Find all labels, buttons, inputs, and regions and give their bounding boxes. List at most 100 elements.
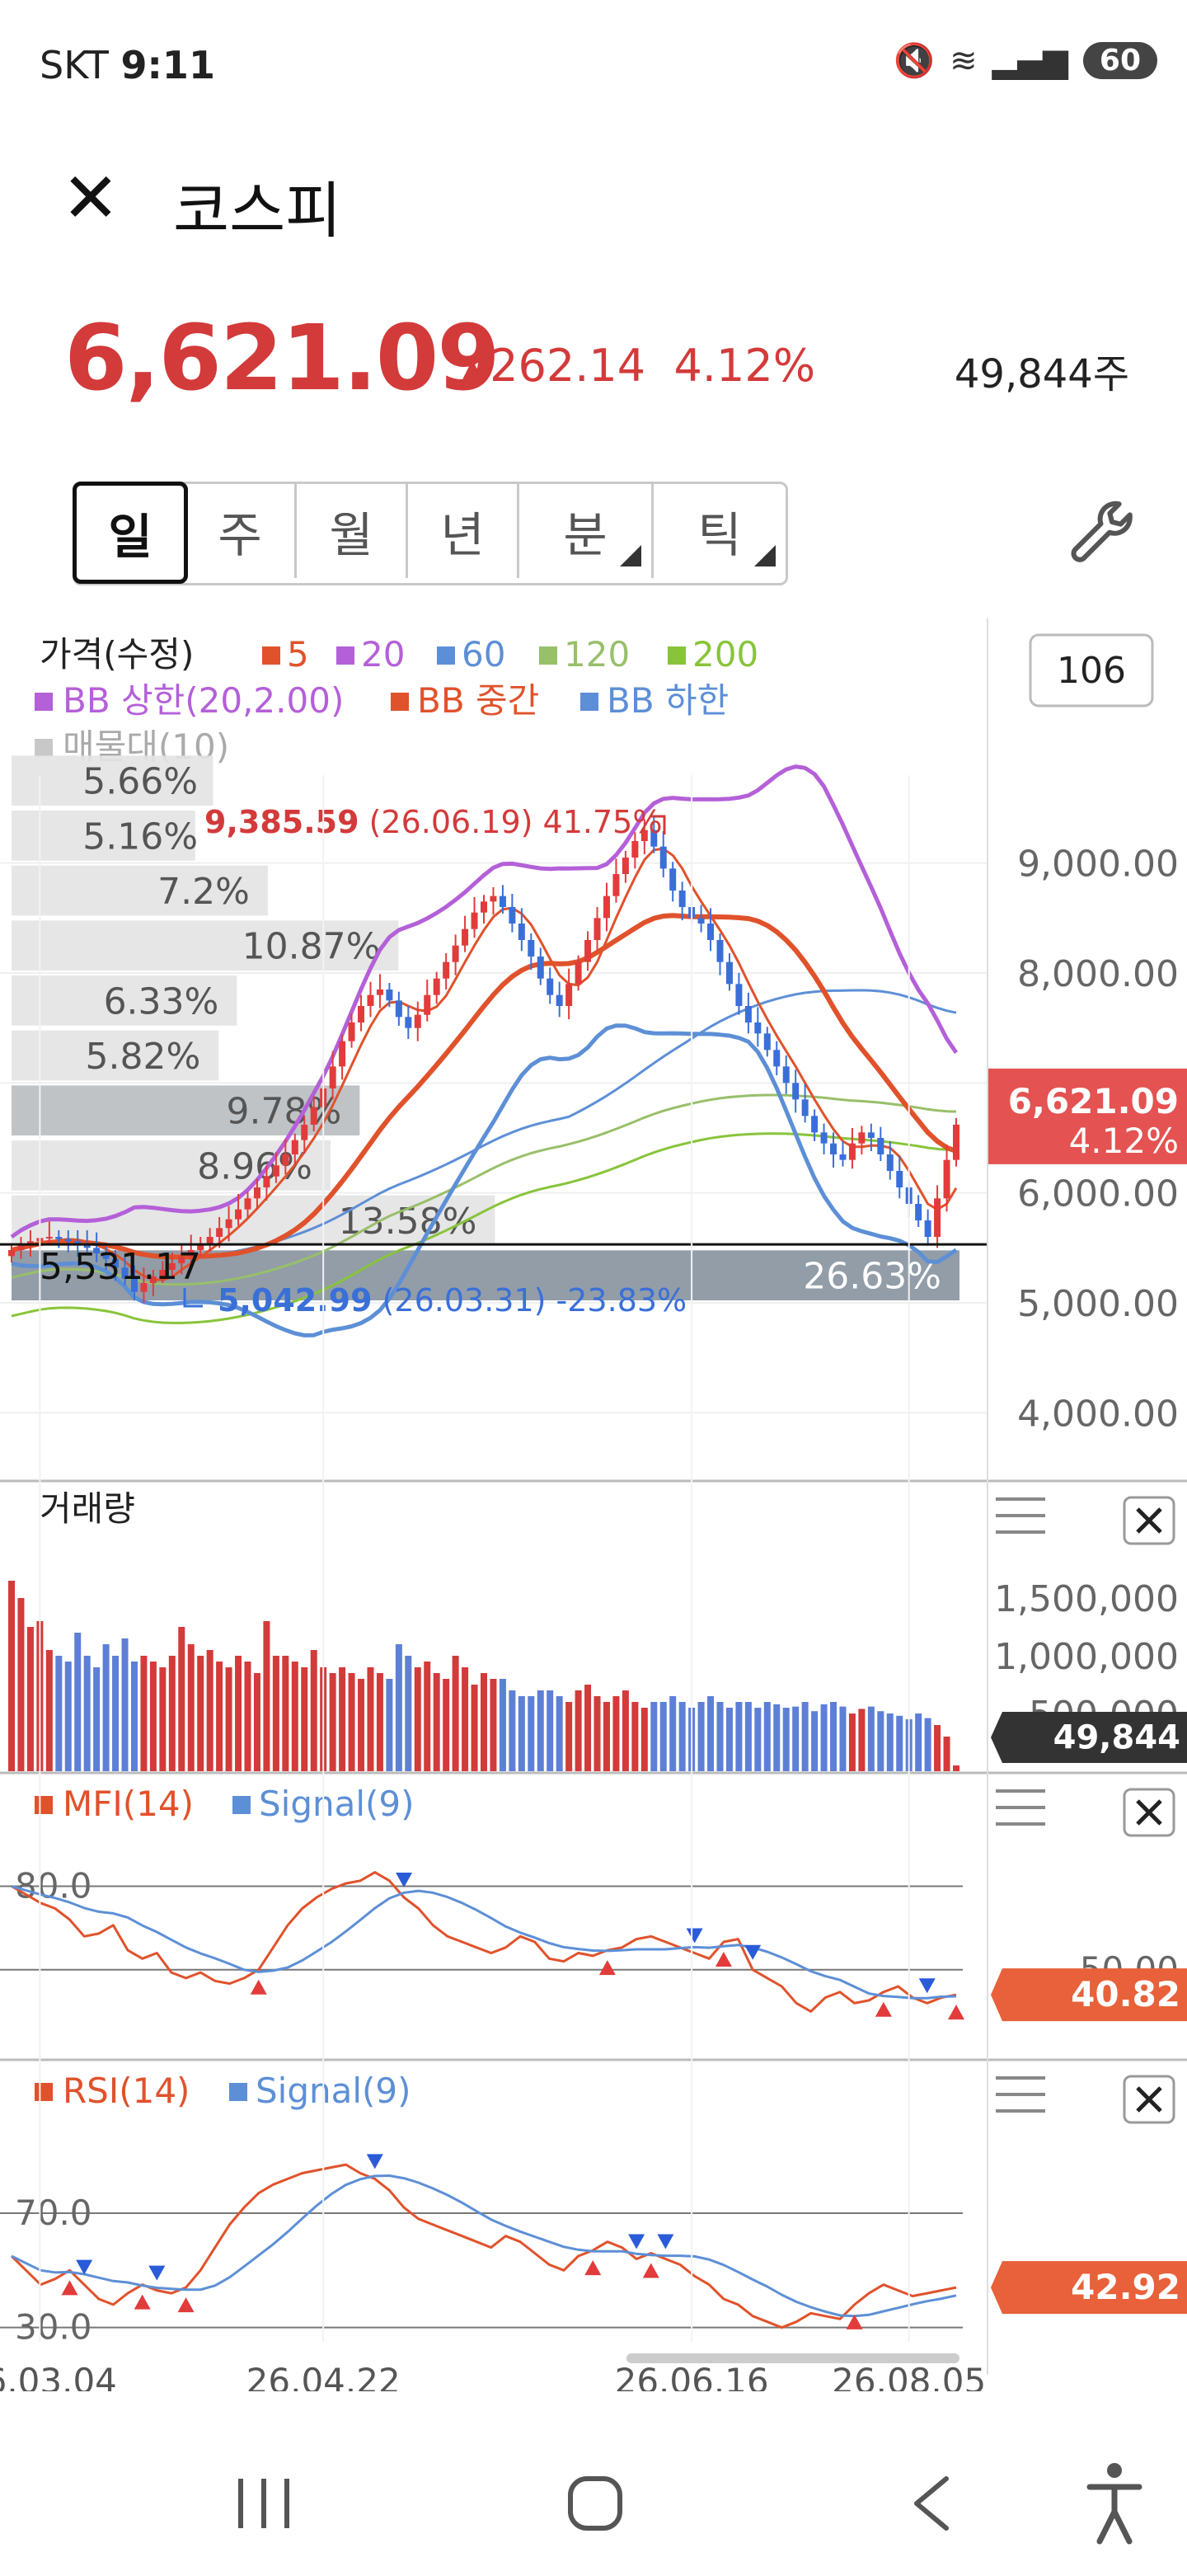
horizontal-scrollbar[interactable] [626,2353,959,2363]
page-title: 코스피 [173,176,342,247]
tab-minute[interactable]: 분 [519,484,654,578]
volume-bar [282,1656,289,1771]
y-tick-label: 9,000.00 [1017,844,1179,886]
volume-summary: 49,844주 [954,351,1129,397]
ma5-line [11,847,958,1281]
tab-week-label: 주 [218,507,262,563]
volume-bar [622,1690,629,1771]
tab-month[interactable]: 월 [297,484,408,578]
home-icon[interactable] [568,2476,622,2531]
recent-apps-icon[interactable] [238,2479,289,2528]
high-annotation: 9,385.59 (26.06.19) 41.75% [204,804,662,840]
osc-main-line [11,1871,957,2013]
reference-line-label: 5,531.17 [40,1246,201,1288]
sell-signal-arrow [657,2234,674,2249]
low-value: 5,042.99 [218,1282,373,1319]
volume-bar [206,1650,213,1771]
volume-bar [801,1702,809,1771]
volume-bar [301,1667,308,1771]
status-icons: 🔇 ≋ ▂▄▆ 60 [894,41,1157,80]
candle-body [915,1204,922,1220]
tab-minute-label: 분 [563,507,608,563]
volume-bar [187,1644,195,1771]
volume-bar [348,1673,355,1771]
header: ✕ 코스피 [0,148,1187,247]
back-icon[interactable] [914,2476,949,2531]
volume-profile-bar [12,811,195,861]
volume-bar [235,1656,242,1771]
volume-bar [924,1718,931,1771]
volume-bar [509,1690,516,1771]
sell-signal-arrow [76,2259,93,2275]
candle-body [943,1159,950,1199]
candle-body [339,1041,346,1067]
volume-profile-bar [12,865,268,916]
candle-body [547,978,554,995]
mute-icon: 🔇 [894,42,936,80]
volume-bar [386,1679,393,1771]
buy-signal-arrow [598,1960,616,1976]
volume-y-tick: 1,000,000 [994,1636,1179,1678]
candle-body [272,1165,279,1177]
menu-icon[interactable] [996,1497,1045,1534]
legend-bb-lower: BB 하한 [607,680,729,721]
tab-year[interactable]: 년 [408,484,519,578]
tab-week[interactable]: 주 [185,484,297,578]
osc-last-tag-bg [991,1968,1187,2022]
count-badge[interactable]: 106 [1029,633,1154,707]
accessibility-icon[interactable] [1086,2463,1142,2545]
candle-body [575,961,582,985]
candle-body [424,994,431,1015]
candle-body [848,1143,856,1160]
candle-body [253,1187,260,1199]
close-icon[interactable] [1123,1496,1175,1545]
candle-body [376,990,383,995]
candle-body [612,874,620,896]
volume-bar [659,1702,667,1771]
tab-day[interactable]: 일 [73,482,188,584]
tab-tick-label: 틱 [697,507,742,563]
buy-signal-arrow [875,2001,892,2017]
osc-last-tag: 42.92 [1071,2267,1180,2307]
volume-profile-bar [12,1030,219,1081]
buy-signal-arrow [584,2260,602,2276]
candle-body [471,912,478,929]
volume-bar [225,1667,232,1771]
candle-body [886,1154,894,1171]
legend-bb-lower-swatch [580,693,598,711]
system-nav-bar [0,2391,1187,2573]
candle-body [820,1132,828,1144]
volume-bar [17,1598,25,1771]
candle-body [348,1022,355,1041]
x-tick-label: 26.04.22 [246,2361,401,2391]
candle-body [650,830,658,847]
status-bar: SKT 9:11 🔇 ≋ ▂▄▆ 60 [0,0,1187,132]
current-price: 6,621.09 [64,305,500,411]
volume-bar [640,1708,648,1771]
volume-profile-label: 7.2% [157,871,250,913]
close-icon[interactable] [1123,2075,1175,2124]
battery-icon: 60 [1082,42,1157,79]
wrench-icon[interactable] [1065,495,1139,569]
close-icon[interactable] [1123,1788,1175,1837]
volume-bar [121,1638,129,1771]
menu-icon[interactable] [996,1789,1045,1826]
chart-area[interactable]: 가격(수정) 5 20 60 120 200 BB 상한(20,2.00) BB… [0,618,1187,2391]
volume-profile-bar [12,755,213,806]
volume-bar [26,1627,34,1771]
ma200-line [11,1132,957,1324]
candle-body [669,868,677,891]
candle-body [877,1138,884,1154]
candle-body [537,957,544,979]
volume-bar [367,1667,374,1771]
candle-body [725,961,733,985]
legend-ma120: 120 [564,634,630,675]
volume-profile-label: 6.33% [104,980,219,1022]
menu-icon[interactable] [996,2076,1045,2113]
volume-bar [462,1667,469,1771]
tab-tick[interactable]: 틱 [654,484,786,578]
carrier-time: SKT 9:11 [40,43,215,87]
candle-body [121,1267,129,1279]
close-icon[interactable]: ✕ [61,157,120,238]
